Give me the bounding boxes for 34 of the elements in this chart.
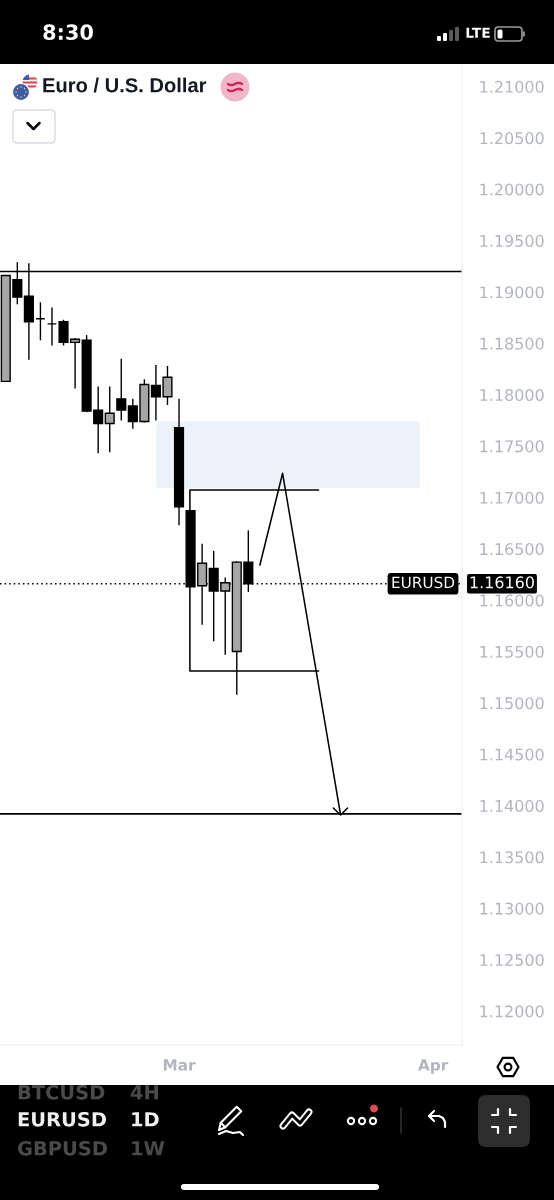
- y-tick-label: 1.14000: [480, 799, 544, 812]
- text: 1.16160: [470, 576, 534, 589]
- y-tick-label: 1.12500: [480, 953, 544, 967]
- text: 1D: [132, 1112, 159, 1127]
- x-tick-label: Apr: [418, 1059, 449, 1074]
- y-tick-label: 1.17000: [480, 491, 544, 504]
- text: LTE: [466, 27, 490, 38]
- y-tick-label: 1.13500: [480, 851, 544, 864]
- candlestick: [116, 358, 127, 422]
- y-tick-label: 1.19500: [480, 234, 544, 247]
- y-tick-label: 1.17500: [480, 440, 544, 453]
- y-tick-label: 1.19000: [480, 286, 544, 299]
- chart-title: Euro / U.S. Dollar: [43, 77, 207, 93]
- y-tick-label: 1.14500: [480, 748, 544, 761]
- text: EURUSD: [18, 1111, 106, 1127]
- y-tick-label: 1.18500: [480, 337, 544, 350]
- text: 8:30: [43, 24, 93, 41]
- y-tick-label: 1.16000: [480, 594, 544, 607]
- y-tick-label: 1.15500: [480, 645, 544, 658]
- text: BTCUSD: [18, 1084, 105, 1100]
- candlestick: [104, 385, 115, 453]
- y-tick-label: 1.15000: [480, 697, 544, 710]
- x-tick-label: Mar: [163, 1059, 196, 1071]
- y-tick-label: 1.18000: [480, 388, 544, 402]
- y-tick-label: 1.12000: [480, 1005, 544, 1018]
- ref-line-label: EURUSD: [392, 576, 455, 589]
- text: GBPUSD: [17, 1140, 107, 1156]
- text: 4H: [130, 1085, 159, 1100]
- y-tick-label: 1.13000: [480, 902, 544, 915]
- y-tick-label: 1.21000: [480, 80, 544, 93]
- text: 1W: [132, 1141, 165, 1156]
- y-tick-label: 1.20500: [480, 132, 544, 145]
- y-tick-label: 1.16500: [480, 543, 544, 556]
- y-tick-label: 1.20000: [480, 183, 544, 196]
